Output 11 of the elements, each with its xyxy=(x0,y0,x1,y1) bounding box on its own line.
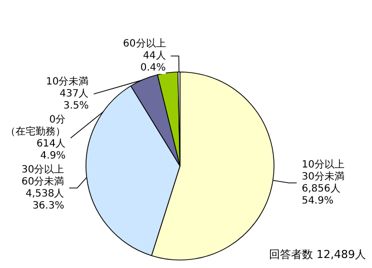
slice-label: 0分（在宅勤務） xyxy=(6,114,66,138)
slice-label: 30分以上 60分未満 xyxy=(21,164,64,188)
data-label: 44人 0.4% xyxy=(140,50,166,74)
text: 回答者数 12,489人 xyxy=(269,248,366,261)
data-label: 4,538人 36.3% xyxy=(26,188,64,212)
slice-label: 60分以上 xyxy=(123,38,166,50)
data-label: 6,856人 54.9% xyxy=(302,183,340,206)
slice-label: 10分以上 30分未満 xyxy=(302,158,344,182)
slice-label: 10分未満 xyxy=(46,76,89,88)
data-label: 614人 4.9% xyxy=(36,138,66,162)
data-label: 437人 3.5% xyxy=(60,88,89,112)
